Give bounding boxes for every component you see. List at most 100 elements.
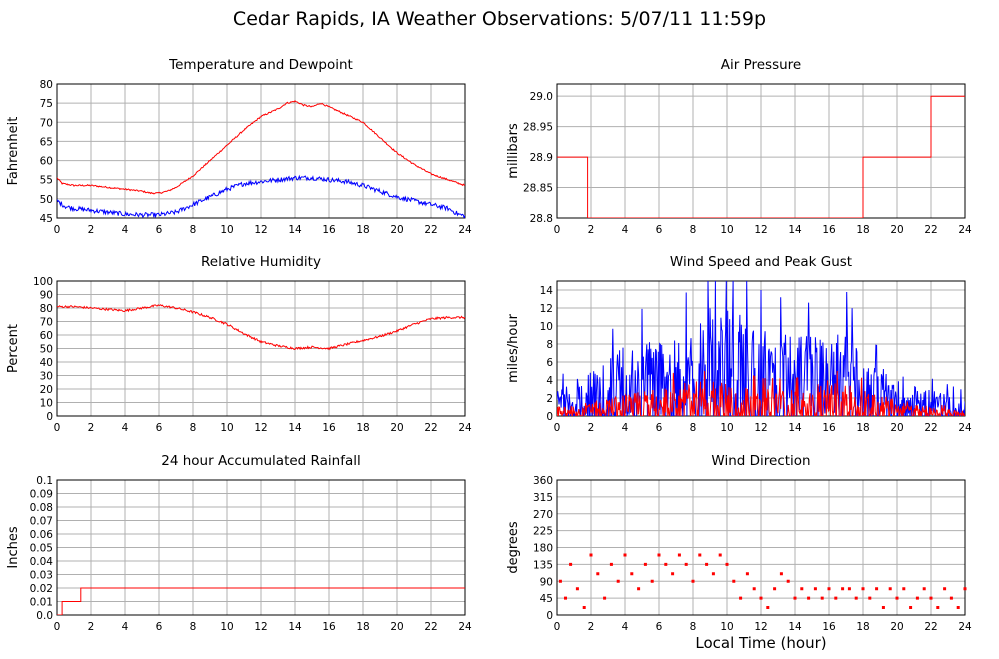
series-line xyxy=(57,174,465,218)
x-tick-label: 8 xyxy=(690,621,697,633)
x-tick-label: 14 xyxy=(788,621,802,633)
page-title: Cedar Rapids, IA Weather Observations: 5… xyxy=(232,8,767,30)
data-point xyxy=(963,587,967,591)
x-tick-label: 8 xyxy=(190,422,197,434)
data-point xyxy=(671,572,675,576)
data-point xyxy=(643,562,647,566)
data-point xyxy=(677,553,681,557)
x-tick-label: 14 xyxy=(288,224,302,236)
data-point xyxy=(847,587,851,591)
y-tick-label: 28.8 xyxy=(530,213,553,225)
x-tick-label: 8 xyxy=(690,224,697,236)
data-point xyxy=(813,587,817,591)
y-tick-label: 28.95 xyxy=(523,122,553,134)
x-tick-label: 4 xyxy=(122,621,129,633)
x-tick-label: 0 xyxy=(554,224,561,236)
y-tick-label: 180 xyxy=(533,543,553,555)
x-tick-label: 10 xyxy=(720,224,733,236)
data-point xyxy=(691,579,695,583)
y-axis-label: Fahrenheit xyxy=(6,117,21,186)
x-tick-label: 6 xyxy=(656,224,663,236)
y-tick-label: 14 xyxy=(540,285,554,297)
x-tick-label: 16 xyxy=(822,224,836,236)
y-tick-label: 270 xyxy=(533,509,553,521)
y-tick-label: 0.0 xyxy=(36,610,53,622)
y-tick-label: 40 xyxy=(40,357,53,369)
series-line xyxy=(557,281,965,416)
y-tick-label: 4 xyxy=(546,375,553,387)
x-tick-label: 4 xyxy=(122,422,129,434)
data-point xyxy=(902,587,906,591)
x-tick-label: 12 xyxy=(754,422,767,434)
data-point xyxy=(637,587,641,591)
y-tick-label: 0 xyxy=(546,610,553,622)
data-point xyxy=(575,587,579,591)
data-point xyxy=(827,587,831,591)
y-tick-label: 12 xyxy=(540,303,553,315)
data-point xyxy=(888,587,892,591)
series-line xyxy=(557,370,965,416)
x-tick-label: 2 xyxy=(588,224,595,236)
x-tick-label: 12 xyxy=(254,422,267,434)
x-tick-label: 20 xyxy=(390,621,403,633)
x-tick-label: 18 xyxy=(856,224,869,236)
y-tick-label: 20 xyxy=(40,384,53,396)
y-tick-label: 135 xyxy=(533,559,553,571)
data-point xyxy=(929,596,933,600)
y-tick-label: 70 xyxy=(40,317,53,329)
x-tick-label: 12 xyxy=(754,621,767,633)
y-axis-label: Percent xyxy=(6,324,21,373)
x-tick-label: 4 xyxy=(622,621,629,633)
data-point xyxy=(956,606,960,609)
chart-title: Temperature and Dewpoint xyxy=(168,57,353,73)
data-point xyxy=(711,572,715,576)
data-point xyxy=(861,587,865,591)
y-tick-label: 0.03 xyxy=(30,570,53,582)
x-tick-label: 2 xyxy=(588,422,595,434)
x-tick-label: 20 xyxy=(390,224,403,236)
data-point xyxy=(875,587,879,591)
y-tick-label: 0.01 xyxy=(30,597,53,609)
x-tick-label: 6 xyxy=(656,422,663,434)
data-point xyxy=(630,572,634,576)
y-axis-label: millibars xyxy=(506,123,521,179)
x-tick-label: 10 xyxy=(720,422,733,434)
data-point xyxy=(684,562,688,566)
x-tick-label: 14 xyxy=(788,224,802,236)
y-tick-label: 8 xyxy=(546,339,553,351)
y-tick-label: 360 xyxy=(533,475,553,487)
data-point xyxy=(725,562,729,566)
data-point xyxy=(868,596,872,600)
x-tick-label: 16 xyxy=(322,224,336,236)
x-axis-label: Local Time (hour) xyxy=(695,634,827,652)
x-tick-label: 22 xyxy=(924,224,937,236)
data-point xyxy=(820,596,824,600)
x-tick-label: 0 xyxy=(54,621,61,633)
x-tick-label: 8 xyxy=(190,621,197,633)
x-tick-label: 14 xyxy=(288,621,302,633)
y-tick-label: 65 xyxy=(40,136,53,148)
chart-title: 24 hour Accumulated Rainfall xyxy=(161,453,360,469)
y-tick-label: 90 xyxy=(540,576,553,588)
data-point xyxy=(596,572,600,576)
y-tick-label: 6 xyxy=(546,357,553,369)
x-tick-label: 8 xyxy=(190,224,197,236)
plot-frame xyxy=(56,280,466,417)
data-point xyxy=(800,587,804,591)
data-point xyxy=(732,579,736,583)
x-tick-label: 16 xyxy=(322,422,336,434)
y-tick-label: 315 xyxy=(533,492,553,504)
y-tick-label: 100 xyxy=(33,276,53,288)
x-tick-label: 6 xyxy=(156,224,163,236)
x-tick-label: 24 xyxy=(458,621,472,633)
x-tick-label: 4 xyxy=(622,224,629,236)
y-axis-label: Inches xyxy=(6,526,21,568)
x-tick-label: 0 xyxy=(554,621,561,633)
data-point xyxy=(854,596,858,600)
x-tick-label: 22 xyxy=(924,422,937,434)
y-tick-label: 225 xyxy=(533,526,553,538)
